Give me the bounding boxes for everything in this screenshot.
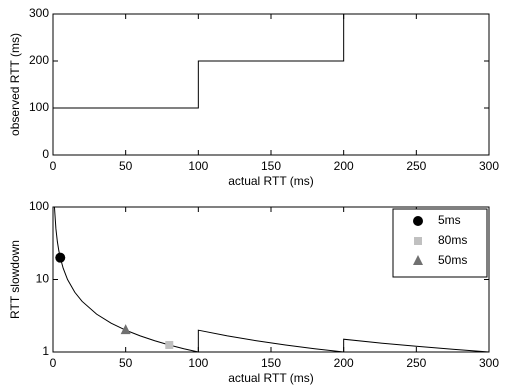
- x-tick-label: 200: [334, 356, 354, 370]
- x-tick-label: 100: [188, 159, 208, 173]
- legend-marker: [413, 255, 423, 265]
- y-axis-label: observed RTT (ms): [8, 33, 22, 136]
- legend-marker: [413, 216, 423, 226]
- x-axis-label: actual RTT (ms): [228, 371, 314, 385]
- y-tick-label: 100: [29, 100, 49, 114]
- y-tick-label: 100: [29, 199, 49, 213]
- x-tick-label: 50: [119, 356, 133, 370]
- x-axis-label: actual RTT (ms): [228, 174, 314, 188]
- x-tick-label: 250: [406, 356, 426, 370]
- x-tick-label: 100: [188, 356, 208, 370]
- point: [120, 324, 131, 335]
- legend-label: 50ms: [438, 253, 467, 267]
- x-tick-label: 0: [50, 159, 57, 173]
- plot-frame: [52, 13, 490, 156]
- x-tick-label: 0: [50, 356, 57, 370]
- x-tick-label: 250: [406, 159, 426, 173]
- y-tick-label: 200: [29, 53, 49, 67]
- point: [55, 252, 66, 263]
- y-tick-label: 1: [42, 344, 49, 358]
- point: [165, 340, 174, 349]
- x-tick-label: 300: [479, 356, 499, 370]
- x-tick-label: 150: [261, 356, 281, 370]
- legend-box: [392, 208, 488, 278]
- y-tick-label: 300: [29, 6, 49, 20]
- line: [53, 206, 490, 353]
- x-tick-label: 50: [119, 159, 133, 173]
- y-axis-label: RTT slowdown: [8, 240, 22, 319]
- legend-label: 5ms: [438, 213, 461, 227]
- y-tick-label: 10: [36, 272, 50, 286]
- legend-label: 80ms: [438, 233, 467, 247]
- y-tick-label: 0: [42, 147, 49, 161]
- x-tick-label: 150: [261, 159, 281, 173]
- x-tick-label: 300: [479, 159, 499, 173]
- legend-marker: [414, 237, 422, 245]
- line: [53, 13, 489, 109]
- x-tick-label: 200: [334, 159, 354, 173]
